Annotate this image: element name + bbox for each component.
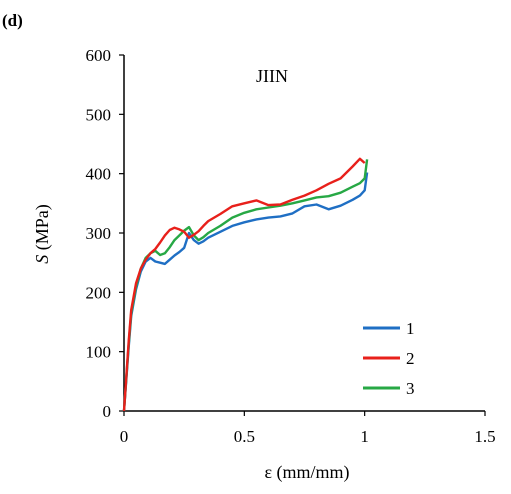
legend-label-3: 3 bbox=[406, 379, 415, 398]
y-axis-unit: (MPa) bbox=[32, 204, 53, 255]
y-tick-label: 200 bbox=[86, 283, 112, 302]
x-tick-label: 1.5 bbox=[474, 427, 495, 446]
y-tick-label: 100 bbox=[86, 343, 112, 362]
chart-title: JIIN bbox=[256, 66, 288, 86]
x-axis-label: ε (mm/mm) bbox=[264, 462, 349, 483]
legend: 1 2 3 bbox=[363, 319, 415, 398]
plot-lines bbox=[122, 157, 369, 412]
y-tick-label: 500 bbox=[86, 105, 112, 124]
y-axis-label: S (MPa) bbox=[32, 204, 53, 264]
y-axis-symbol: S bbox=[32, 255, 52, 264]
series-line-2 bbox=[122, 157, 366, 412]
y-tick-label: 400 bbox=[86, 165, 112, 184]
y-tick-label: 300 bbox=[86, 224, 112, 243]
panel-label: (d) bbox=[2, 11, 23, 30]
legend-label-2: 2 bbox=[406, 349, 415, 368]
x-tick-label: 0 bbox=[120, 427, 129, 446]
axes: 0 100 200 300 400 500 600 0 0.5 1 1.5 bbox=[86, 46, 496, 446]
legend-label-1: 1 bbox=[406, 319, 415, 338]
series-line-1 bbox=[122, 172, 369, 412]
y-tick-label: 0 bbox=[103, 402, 112, 421]
y-tick-label: 600 bbox=[86, 46, 112, 65]
series-line-3 bbox=[122, 159, 369, 412]
x-tick-label: 1 bbox=[360, 427, 369, 446]
x-tick-label: 0.5 bbox=[234, 427, 255, 446]
